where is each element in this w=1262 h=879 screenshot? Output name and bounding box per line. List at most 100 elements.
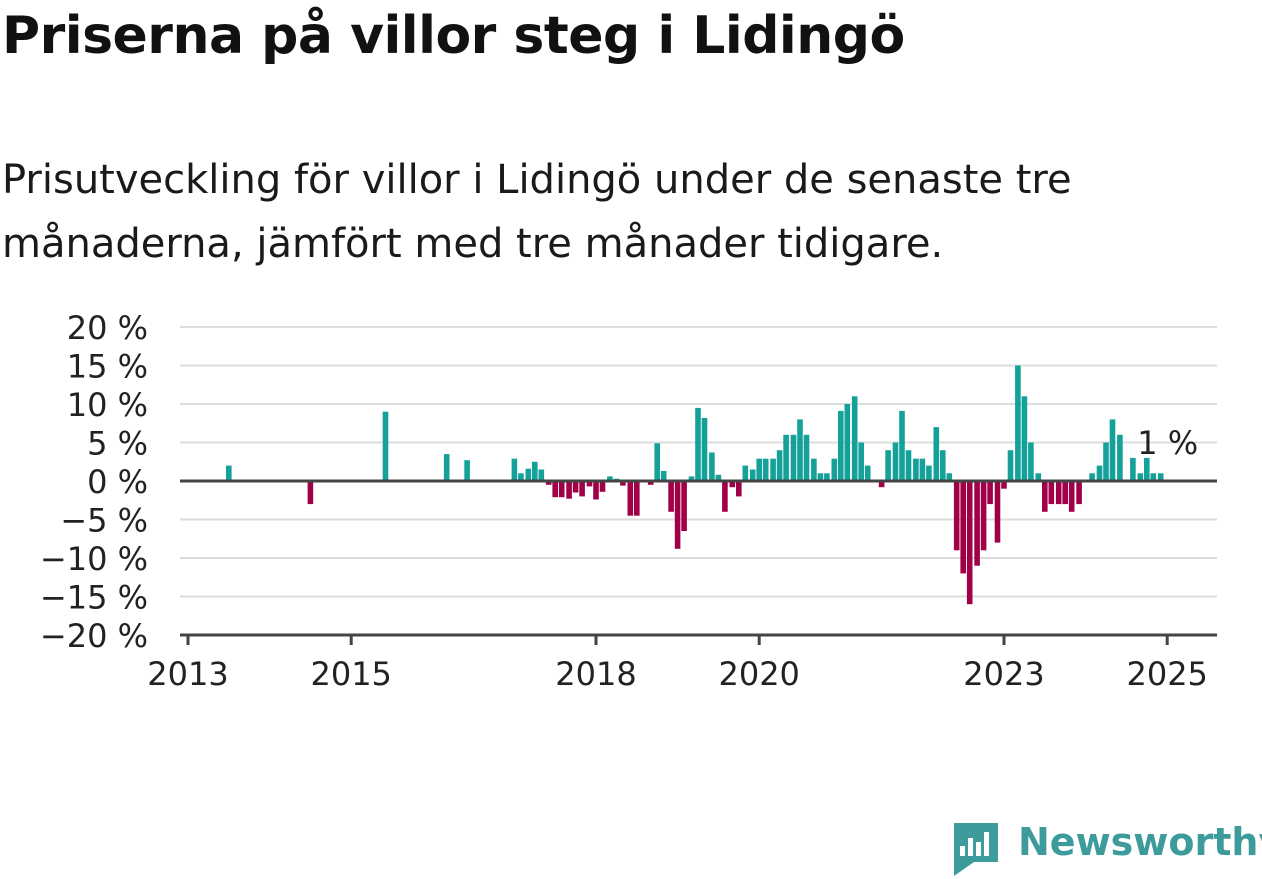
bar (654, 443, 660, 481)
bar (668, 481, 674, 512)
bar (966, 481, 973, 605)
chart-title: Priserna på villor steg i Lidingö (2, 6, 905, 66)
bar (946, 473, 953, 481)
bar (647, 481, 654, 485)
chart-subtitle: Prisutveckling för villor i Lidingö unde… (2, 157, 1072, 267)
bar (783, 434, 789, 481)
bar (307, 481, 314, 505)
bar (974, 481, 980, 566)
bar (715, 474, 722, 481)
x-tick-label: 2020 (718, 655, 799, 693)
bar (858, 442, 864, 481)
bar (885, 450, 891, 481)
bar (660, 471, 667, 481)
bar (1068, 481, 1075, 512)
y-tick-label: −5 % (60, 502, 148, 540)
y-tick-label: 10 % (67, 386, 148, 424)
bar (1035, 473, 1042, 481)
bar (525, 468, 532, 481)
bar (1109, 419, 1116, 481)
bar (532, 461, 538, 482)
bar (1062, 481, 1068, 505)
bar (709, 452, 715, 481)
bar (620, 481, 626, 486)
bar (729, 481, 736, 488)
bar (878, 481, 885, 488)
axes (180, 479, 1217, 645)
bar (762, 458, 769, 481)
y-tick-label: −20 % (40, 617, 148, 655)
bar (933, 427, 940, 481)
bar (552, 481, 558, 498)
bar (980, 481, 987, 551)
bar (1144, 457, 1150, 481)
bar (831, 458, 838, 481)
bar (722, 481, 728, 512)
bar (824, 473, 830, 481)
bar (899, 410, 905, 481)
bar (1042, 481, 1048, 512)
bar (1096, 465, 1103, 481)
bar (1150, 473, 1157, 481)
y-tick-label: −15 % (40, 579, 148, 617)
brand-logo: Newsworthy (950, 818, 1262, 876)
x-tick-label: 2015 (310, 655, 391, 693)
bar (749, 469, 756, 481)
end-value-label: 1 % (1137, 424, 1198, 462)
bar (892, 442, 899, 481)
y-tick-label: 5 % (87, 425, 148, 463)
bar (864, 465, 871, 481)
x-tick-label: 2013 (147, 655, 228, 693)
bar (797, 419, 803, 481)
bar (572, 481, 579, 493)
bar (1137, 473, 1144, 481)
bar (790, 434, 797, 481)
bars (226, 365, 1164, 605)
bar (518, 473, 524, 481)
bar (579, 481, 585, 497)
bar (1130, 457, 1136, 481)
bar (607, 476, 613, 481)
bar (599, 481, 606, 492)
bar (770, 458, 776, 481)
bar (953, 481, 960, 551)
bar (817, 473, 824, 481)
bar (674, 481, 681, 549)
bar (838, 410, 844, 481)
bar (742, 465, 749, 481)
bar (1157, 473, 1164, 481)
bar (634, 481, 640, 516)
bar (919, 458, 926, 481)
bar (851, 396, 858, 481)
x-tick-label: 2023 (963, 655, 1044, 693)
bar (443, 454, 450, 481)
bar (811, 458, 817, 481)
bar (695, 407, 701, 481)
bar (844, 404, 851, 481)
chart-plot: 20 %15 %10 %5 %0 %−5 %−10 %−15 %−20 %201… (40, 309, 1217, 693)
bar (701, 417, 708, 481)
bar (1001, 481, 1007, 489)
y-tick-label: −10 % (40, 540, 148, 578)
y-tick-label: 15 % (67, 348, 148, 386)
bar (1117, 434, 1123, 481)
brand-name: Newsworthy (1018, 820, 1262, 864)
bar (1028, 442, 1034, 481)
x-tick-label: 2018 (555, 655, 636, 693)
bar (926, 465, 932, 481)
bar (226, 465, 232, 481)
bar (593, 481, 599, 500)
bar (776, 450, 783, 481)
bar (681, 481, 687, 531)
bar (511, 458, 518, 481)
bar (1048, 481, 1055, 505)
bar (382, 411, 389, 481)
bar (558, 481, 565, 498)
bar (803, 434, 810, 481)
bar (960, 481, 966, 574)
bar (1007, 450, 1014, 481)
bar (545, 481, 552, 485)
bar (736, 481, 742, 497)
bar (627, 481, 634, 516)
bar (905, 450, 912, 481)
